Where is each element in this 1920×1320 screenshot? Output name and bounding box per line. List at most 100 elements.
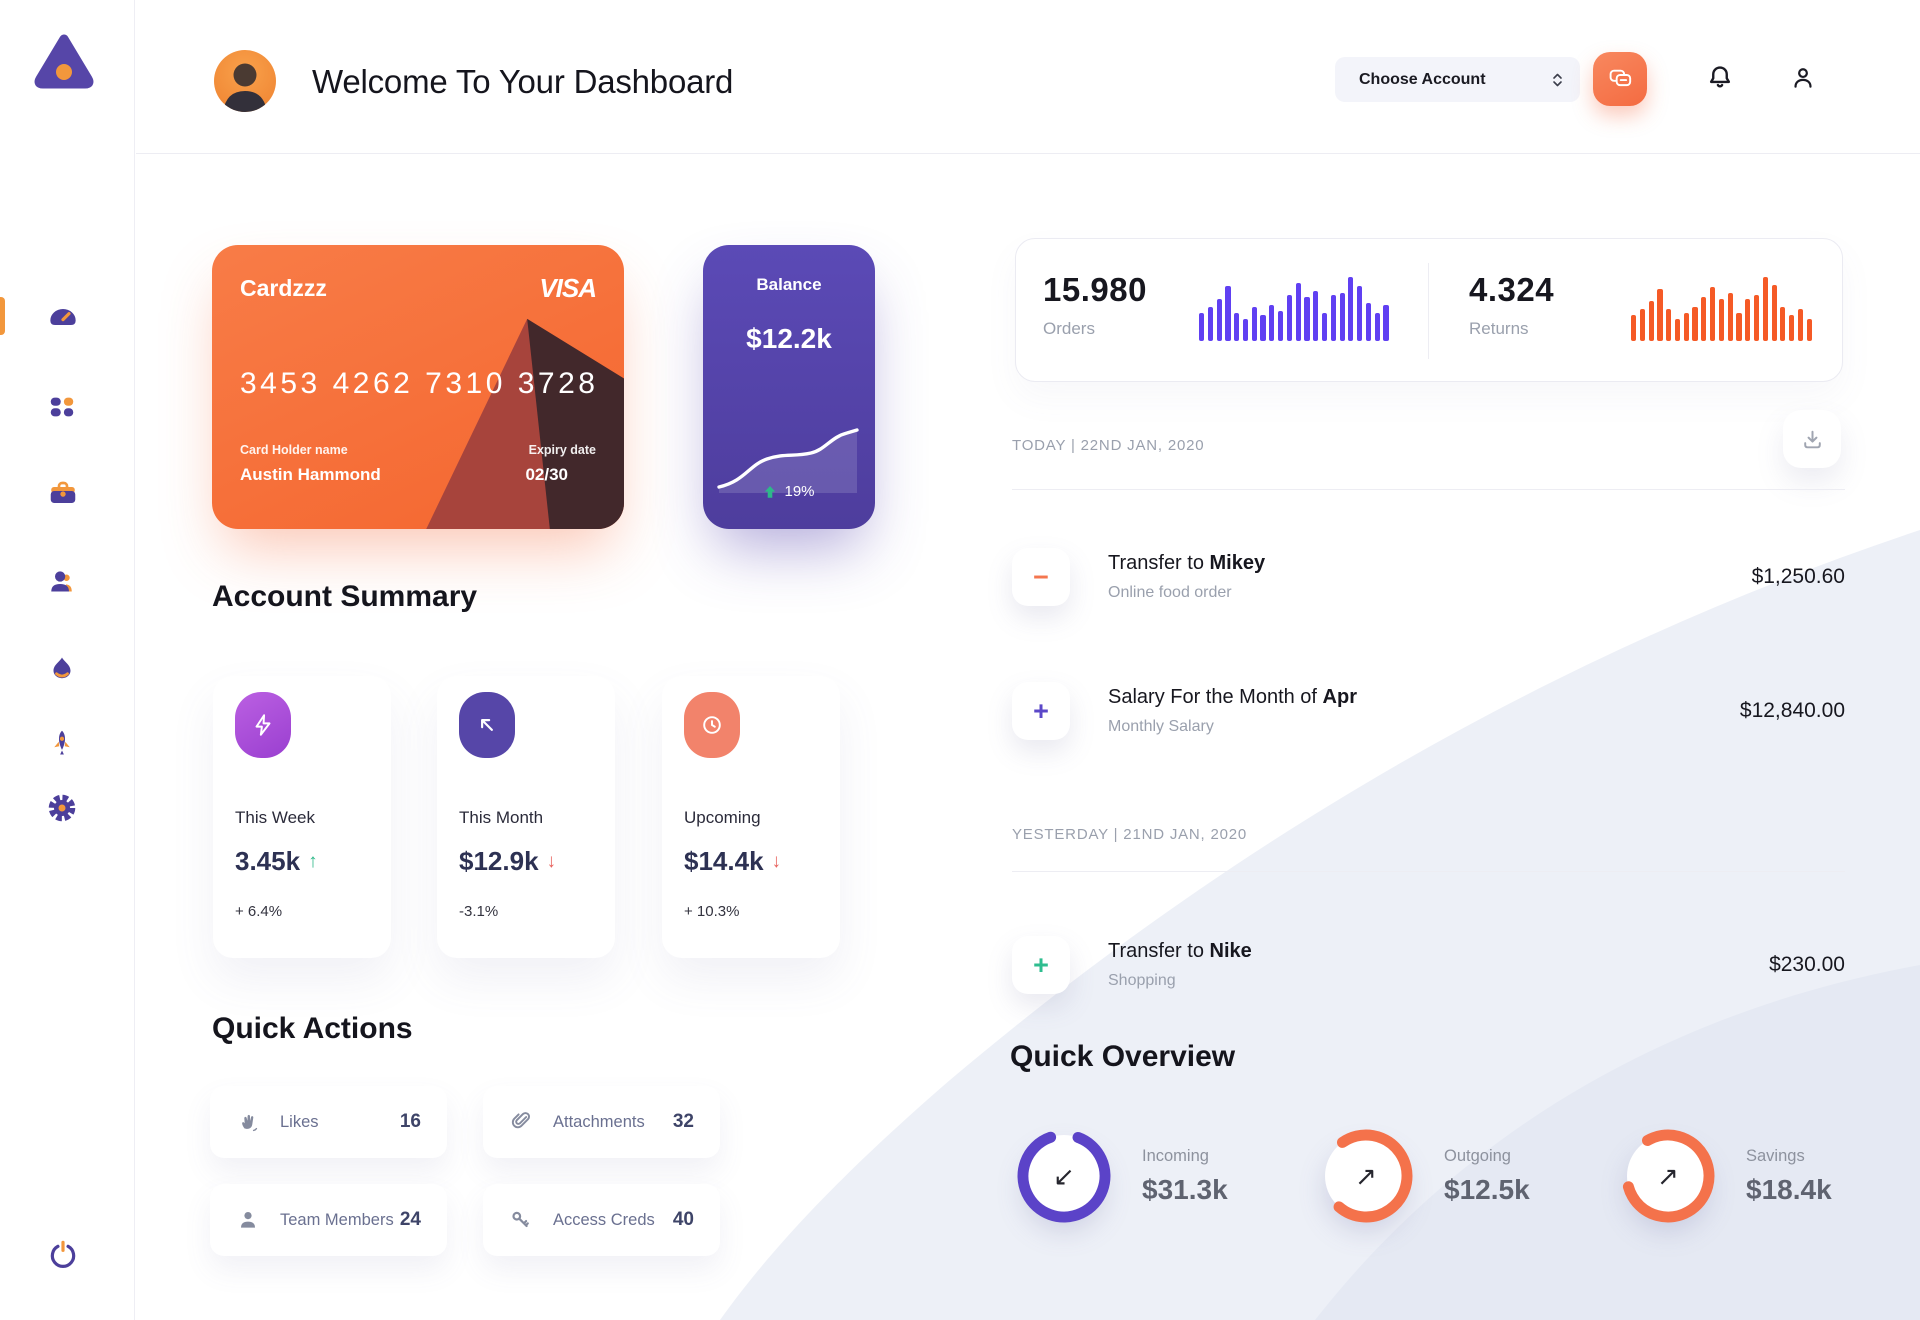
gear-icon bbox=[48, 794, 76, 822]
overview-outgoing: ↗ Outgoing $12.5k bbox=[1314, 1124, 1530, 1228]
returns-value: 4.324 bbox=[1469, 271, 1555, 308]
clock-icon bbox=[703, 716, 721, 734]
overview-value: $18.4k bbox=[1746, 1173, 1832, 1205]
sidebar bbox=[0, 0, 135, 1320]
stats-panel: 15.980 Orders 4.324 Returns bbox=[1015, 238, 1843, 382]
card-name: Cardzzz bbox=[240, 275, 327, 301]
transaction-row[interactable]: + Transfer to Nike Shopping $230.00 bbox=[1012, 926, 1845, 1004]
active-item-indicator bbox=[0, 297, 5, 335]
transaction-amount: $230.00 bbox=[1769, 953, 1845, 976]
logout-power-button[interactable] bbox=[47, 1239, 79, 1271]
action-label: Attachments bbox=[553, 1112, 645, 1131]
transaction-sign-icon: + bbox=[1012, 682, 1070, 740]
orders-label: Orders bbox=[1043, 319, 1095, 338]
action-label: Likes bbox=[280, 1112, 319, 1131]
sidebar-item-dashboard[interactable] bbox=[47, 301, 79, 333]
lightning-icon bbox=[255, 714, 271, 736]
sidebar-item-activity[interactable] bbox=[47, 654, 79, 686]
summary-value: $14.4k bbox=[684, 846, 764, 876]
transaction-subtitle: Shopping bbox=[1108, 972, 1176, 989]
team-icon bbox=[51, 571, 72, 592]
wave-hand-icon bbox=[242, 1114, 258, 1132]
messages-button[interactable] bbox=[1593, 52, 1647, 106]
transaction-subtitle: Online food order bbox=[1108, 584, 1232, 601]
outgoing-progress-ring: ↗ bbox=[1314, 1124, 1418, 1228]
summary-card-this-month: This Month $12.9k ↓ -3.1% bbox=[437, 676, 615, 958]
balance-change-value: 19% bbox=[784, 483, 815, 500]
trend-down-icon: ↓ bbox=[546, 850, 557, 872]
action-count: 24 bbox=[399, 1209, 421, 1230]
returns-bar-chart bbox=[1631, 277, 1821, 341]
orders-value: 15.980 bbox=[1043, 271, 1147, 308]
summary-label: Upcoming bbox=[684, 808, 761, 827]
overview-label: Incoming bbox=[1142, 1146, 1209, 1165]
action-count: 16 bbox=[399, 1111, 421, 1132]
sidebar-item-launch[interactable] bbox=[47, 728, 79, 760]
sidebar-item-team[interactable] bbox=[47, 567, 79, 599]
action-label: Team Members bbox=[280, 1210, 394, 1229]
summary-label: This Month bbox=[459, 808, 544, 827]
profile-button[interactable] bbox=[1789, 64, 1817, 97]
transaction-amount: $12,840.00 bbox=[1739, 699, 1845, 722]
overview-savings: ↗ Savings $18.4k bbox=[1616, 1124, 1832, 1228]
arrow-up-right-icon: ↗ bbox=[1355, 1160, 1377, 1191]
arrow-up-icon bbox=[765, 485, 776, 498]
card-number: 3453 4262 7310 3728 bbox=[240, 367, 599, 400]
account-selector-label: Choose Account bbox=[1359, 70, 1486, 88]
summary-delta: + 10.3% bbox=[684, 903, 740, 920]
power-icon bbox=[50, 1240, 76, 1268]
notifications-button[interactable] bbox=[1705, 63, 1735, 98]
user-icon bbox=[1794, 68, 1812, 88]
chat-icon bbox=[1609, 69, 1631, 86]
orders-bar-chart bbox=[1199, 277, 1395, 341]
paperclip-icon bbox=[511, 1112, 530, 1129]
transaction-row[interactable]: + Salary For the Month of Apr Monthly Sa… bbox=[1012, 672, 1845, 750]
summary-delta: -3.1% bbox=[459, 903, 499, 920]
download-button[interactable] bbox=[1783, 410, 1841, 468]
quick-overview-heading: Quick Overview bbox=[1010, 1040, 1236, 1073]
summary-card-upcoming: Upcoming $14.4k ↓ + 10.3% bbox=[662, 676, 840, 958]
transaction-subtitle: Monthly Salary bbox=[1108, 718, 1214, 735]
card-expiry-label: Expiry date bbox=[528, 443, 596, 457]
overview-label: Outgoing bbox=[1444, 1146, 1511, 1165]
chevron-up-down-icon bbox=[1553, 73, 1562, 86]
action-count: 40 bbox=[672, 1209, 694, 1230]
arrow-down-left-icon: ↙ bbox=[1053, 1160, 1075, 1191]
action-team-members[interactable]: Team Members 24 bbox=[210, 1184, 447, 1256]
action-likes[interactable]: Likes 16 bbox=[210, 1086, 447, 1158]
action-access-creds[interactable]: Access Creds 40 bbox=[483, 1184, 720, 1256]
transaction-title: Transfer to Mikey bbox=[1108, 552, 1266, 574]
brand-logo[interactable] bbox=[33, 31, 95, 96]
flame-icon bbox=[53, 657, 71, 679]
overview-value: $12.5k bbox=[1444, 1173, 1530, 1205]
card-expiry-value: 02/30 bbox=[525, 465, 568, 484]
balance-value: $12.2k bbox=[746, 323, 832, 354]
action-label: Access Creds bbox=[553, 1210, 655, 1229]
card-holder-name: Austin Hammond bbox=[240, 465, 381, 484]
summary-card-this-week: This Week 3.45k ↑ + 6.4% bbox=[213, 676, 391, 958]
trend-down-icon: ↓ bbox=[771, 850, 782, 872]
savings-progress-ring: ↗ bbox=[1616, 1124, 1720, 1228]
card-holder-label: Card Holder name bbox=[240, 443, 348, 457]
sidebar-item-settings[interactable] bbox=[47, 793, 79, 825]
key-icon bbox=[512, 1211, 529, 1228]
categories-grid-icon bbox=[50, 397, 74, 417]
transaction-title: Transfer to Nike bbox=[1108, 940, 1252, 962]
action-count: 32 bbox=[672, 1111, 694, 1132]
visa-logo: VISA bbox=[539, 273, 597, 303]
sidebar-item-categories[interactable] bbox=[47, 392, 79, 424]
action-attachments[interactable]: Attachments 32 bbox=[483, 1086, 720, 1158]
member-icon bbox=[241, 1212, 255, 1228]
balance-change: 19% bbox=[703, 483, 875, 500]
sidebar-item-work[interactable] bbox=[47, 477, 79, 509]
arrow-up-right-icon: ↗ bbox=[1657, 1160, 1679, 1191]
summary-delta: + 6.4% bbox=[235, 903, 283, 920]
account-selector[interactable]: Choose Account bbox=[1335, 57, 1580, 102]
trend-up-icon: ↑ bbox=[308, 850, 318, 872]
dashboard-gauge-icon bbox=[50, 309, 76, 325]
user-avatar[interactable] bbox=[214, 50, 276, 112]
transaction-row[interactable]: − Transfer to Mikey Online food order $1… bbox=[1012, 538, 1845, 616]
account-summary-heading: Account Summary bbox=[212, 580, 478, 613]
